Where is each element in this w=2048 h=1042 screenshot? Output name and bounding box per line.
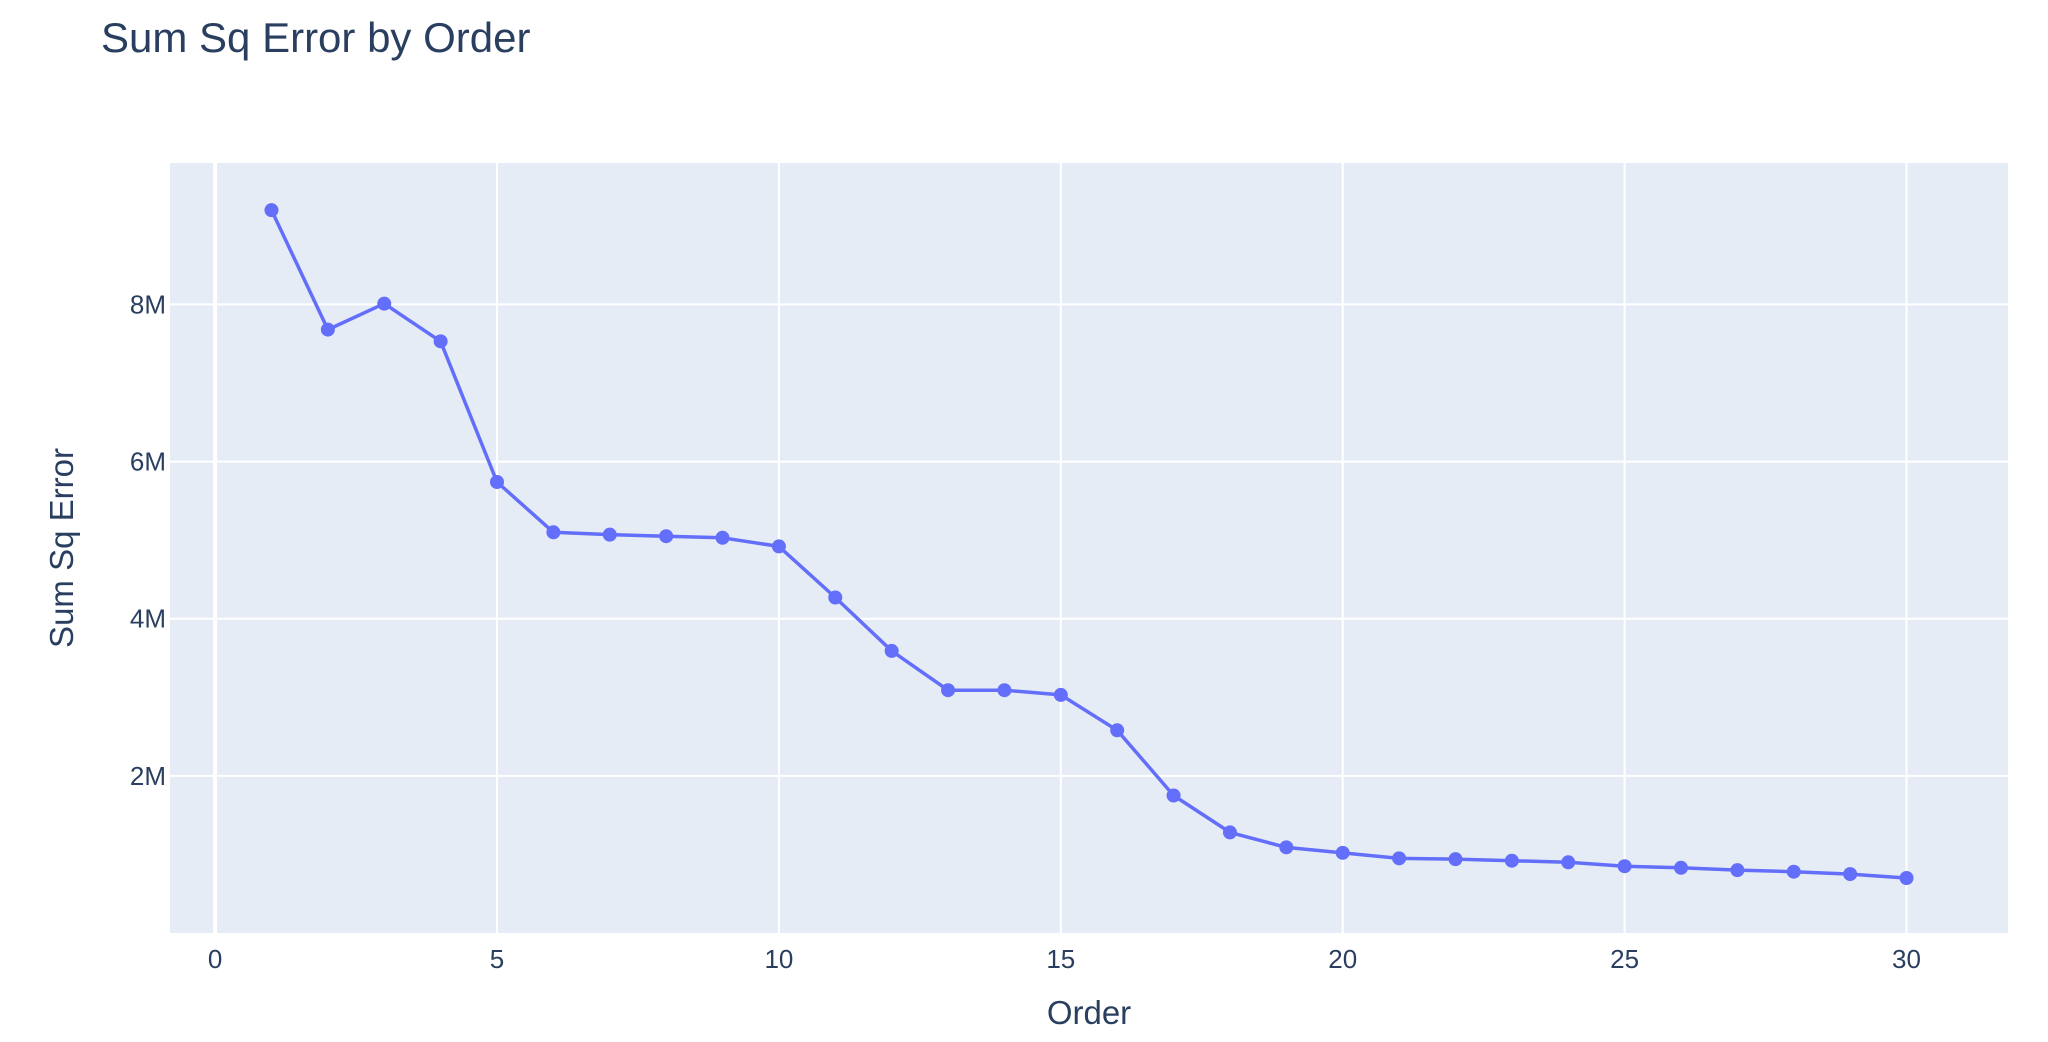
- x-tick-label: 0: [208, 944, 222, 974]
- data-point: [377, 296, 392, 311]
- y-axis-ticks: 2M 4M 6M 8M: [130, 289, 166, 790]
- data-point: [320, 322, 335, 337]
- data-point: [1222, 825, 1237, 840]
- y-axis-title: Sum Sq Error: [43, 448, 80, 648]
- x-axis-title: Order: [1047, 994, 1131, 1031]
- data-point: [1053, 687, 1068, 702]
- plot-area: [170, 163, 2008, 933]
- data-point: [715, 530, 730, 545]
- data-point: [1843, 867, 1858, 882]
- data-point: [1335, 845, 1350, 860]
- x-tick-label: 10: [764, 944, 793, 974]
- data-point: [1730, 863, 1745, 878]
- data-point: [546, 525, 561, 540]
- data-point: [264, 203, 279, 218]
- x-tick-label: 20: [1328, 944, 1357, 974]
- series-layer: [264, 203, 1914, 885]
- data-point: [1110, 723, 1125, 738]
- y-tick-label: 6M: [130, 447, 166, 477]
- data-point: [433, 334, 448, 349]
- chart-title: Sum Sq Error by Order: [101, 14, 530, 61]
- data-point: [1166, 788, 1181, 803]
- x-tick-label: 15: [1046, 944, 1075, 974]
- y-tick-label: 8M: [130, 289, 166, 319]
- data-point: [602, 527, 617, 542]
- data-point: [884, 643, 899, 658]
- data-point: [828, 590, 843, 605]
- data-point: [659, 529, 674, 544]
- data-point: [1504, 853, 1519, 868]
- data-point: [1448, 852, 1463, 867]
- x-axis-ticks: 0 5 10 15 20 25 30: [208, 944, 1921, 974]
- y-tick-label: 4M: [130, 604, 166, 634]
- data-point: [997, 683, 1012, 698]
- gridlines: [170, 163, 2008, 933]
- data-point: [1899, 871, 1914, 885]
- data-point: [1786, 864, 1801, 879]
- data-point: [771, 539, 786, 554]
- data-point: [1561, 855, 1576, 870]
- data-point: [1392, 851, 1407, 866]
- y-tick-label: 2M: [130, 761, 166, 791]
- data-point: [1673, 860, 1688, 875]
- data-point: [1279, 840, 1294, 855]
- data-point: [1617, 859, 1632, 874]
- data-point: [941, 683, 956, 698]
- data-point: [490, 475, 505, 489]
- series-line: [269, 208, 1909, 880]
- x-tick-label: 30: [1892, 944, 1921, 974]
- x-tick-label: 25: [1610, 944, 1639, 974]
- x-tick-label: 5: [490, 944, 504, 974]
